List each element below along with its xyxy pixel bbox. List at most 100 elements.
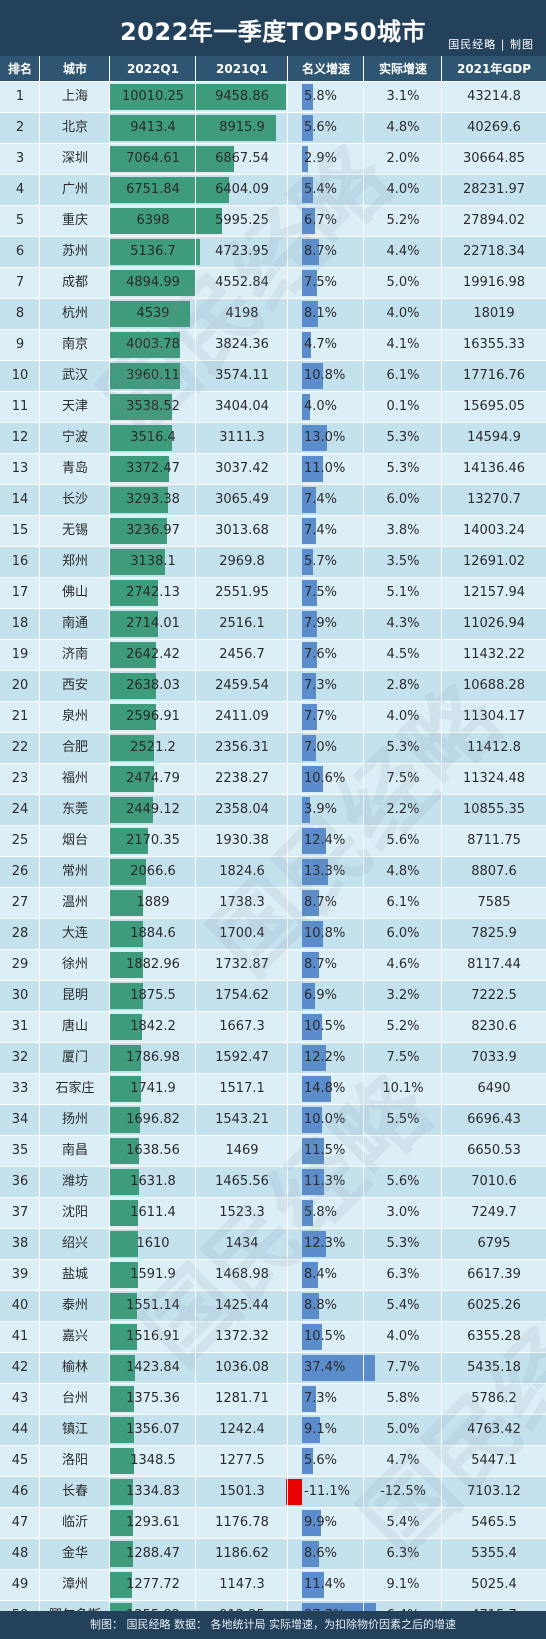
nominal-growth-bar bbox=[302, 177, 313, 203]
nominal-growth-cell: 10.0% bbox=[304, 1112, 346, 1127]
q1-2022-bar bbox=[110, 1386, 134, 1412]
table-row: 27 温州 1889 1738.3 8.7% 6.1% 7585 bbox=[0, 888, 546, 918]
nominal-growth-cell: 8.7% bbox=[304, 957, 338, 972]
q1-2021-cell: 3013.68 bbox=[215, 523, 269, 538]
table-row: 35 南昌 1638.56 1469 11.5% 6650.53 bbox=[0, 1136, 546, 1166]
gdp-2021-cell: 5025.4 bbox=[471, 1577, 517, 1592]
nominal-growth-bar bbox=[302, 673, 316, 699]
q1-2021-cell: 1434 bbox=[225, 1236, 259, 1251]
city-cell: 东莞 bbox=[61, 802, 88, 817]
nominal-growth-cell: 7.9% bbox=[304, 616, 338, 631]
nominal-growth-cell: 5.7% bbox=[304, 554, 338, 569]
row-divider bbox=[0, 1414, 546, 1415]
table-row: 1 上海 10010.25 9458.86 5.8% 3.1% 43214.8 bbox=[0, 82, 546, 112]
q1-2022-bar bbox=[110, 146, 234, 172]
rank-cell: 49 bbox=[11, 1577, 29, 1592]
gdp-2021-cell: 5447.1 bbox=[471, 1453, 517, 1468]
q1-2022-bar bbox=[110, 332, 180, 358]
column-divider bbox=[287, 56, 288, 1611]
real-growth-cell: 5.3% bbox=[386, 740, 420, 755]
nominal-growth-bar bbox=[302, 270, 317, 296]
row-divider bbox=[0, 887, 546, 888]
rank-cell: 6 bbox=[15, 244, 25, 259]
table-row: 24 东莞 2449.12 2358.04 3.9% 2.2% 10855.35 bbox=[0, 795, 546, 825]
q1-2021-cell: 1242.4 bbox=[219, 1422, 265, 1437]
row-divider bbox=[0, 1445, 546, 1446]
table-header: 排名 城市 2022Q1 2021Q1 名义增速 实际增速 2021年GDP bbox=[0, 56, 546, 82]
q1-2022-bar bbox=[110, 611, 158, 637]
nominal-growth-cell: 10.8% bbox=[304, 926, 346, 941]
nominal-growth-bar bbox=[302, 704, 317, 730]
q1-2022-bar bbox=[110, 673, 156, 699]
nominal-growth-bar bbox=[302, 766, 323, 792]
real-growth-cell: 5.3% bbox=[386, 430, 420, 445]
q1-2022-cell: 1882.96 bbox=[126, 957, 180, 972]
q1-2021-cell: 1036.08 bbox=[215, 1360, 269, 1375]
gdp-2021-cell: 16355.33 bbox=[462, 337, 526, 352]
gdp-2021-cell: 28231.97 bbox=[462, 182, 526, 197]
nominal-growth-cell: 7.5% bbox=[304, 275, 338, 290]
gdp-2021-cell: 7033.9 bbox=[471, 1050, 517, 1065]
q1-2022-bar bbox=[110, 1479, 133, 1505]
table-row: 9 南京 4003.78 3824.36 4.7% 4.1% 16355.33 bbox=[0, 330, 546, 360]
column-divider bbox=[39, 56, 40, 1611]
q1-2021-cell: 1176.78 bbox=[215, 1515, 269, 1530]
rank-cell: 45 bbox=[11, 1453, 29, 1468]
nominal-growth-bar bbox=[302, 394, 310, 420]
nominal-growth-bar bbox=[302, 1324, 322, 1350]
page-title: 2022年一季度TOP50城市 bbox=[119, 18, 427, 46]
column-header-real-growth: 实际增速 bbox=[378, 62, 427, 76]
nominal-growth-cell: 8.6% bbox=[304, 1546, 338, 1561]
q1-2021-cell: 1281.71 bbox=[215, 1391, 269, 1406]
q1-2022-cell: 6751.84 bbox=[126, 182, 180, 197]
rank-cell: 20 bbox=[11, 678, 29, 693]
row-divider bbox=[0, 1228, 546, 1229]
q1-2021-cell: 1425.44 bbox=[215, 1298, 269, 1313]
q1-2021-cell: 2969.8 bbox=[219, 554, 265, 569]
row-divider bbox=[0, 236, 546, 237]
gdp-2021-cell: 11026.94 bbox=[462, 616, 526, 631]
nominal-growth-cell: 5.8% bbox=[304, 89, 338, 104]
city-cell: 南昌 bbox=[61, 1143, 88, 1158]
column-header-q1-2022: 2022Q1 bbox=[127, 62, 179, 76]
gdp-2021-cell: 7249.7 bbox=[471, 1205, 517, 1220]
q1-2021-cell: 1186.62 bbox=[215, 1546, 269, 1561]
city-cell: 佛山 bbox=[61, 585, 88, 600]
rank-cell: 14 bbox=[11, 492, 29, 507]
nominal-growth-bar bbox=[302, 1510, 321, 1536]
q1-2022-bar bbox=[110, 890, 143, 916]
gdp-2021-cell: 4763.42 bbox=[467, 1422, 521, 1437]
table-row: 29 徐州 1882.96 1732.87 8.7% 4.6% 8117.44 bbox=[0, 950, 546, 980]
gdp-2021-cell: 7103.12 bbox=[467, 1484, 521, 1499]
q1-2021-cell: 3111.3 bbox=[219, 430, 265, 445]
nominal-growth-cell: 7.6% bbox=[304, 647, 338, 662]
nominal-growth-cell: 10.5% bbox=[304, 1019, 346, 1034]
nominal-growth-bar bbox=[302, 518, 316, 544]
rank-cell: 5 bbox=[15, 213, 25, 228]
q1-2022-bar bbox=[110, 363, 180, 389]
city-cell: 重庆 bbox=[61, 213, 88, 228]
row-divider bbox=[0, 1569, 546, 1570]
q1-2022-bar bbox=[110, 394, 172, 420]
footer-note: 制图： 国民经略 数据： 各地统计局 实际增速，为扣除物价因素之后的增速 bbox=[0, 1611, 546, 1639]
table-row: 36 潍坊 1631.8 1465.56 11.3% 5.6% 7010.6 bbox=[0, 1167, 546, 1197]
q1-2022-cell: 4539 bbox=[136, 306, 170, 321]
table-row: 45 洛阳 1348.5 1277.5 5.6% 4.7% 5447.1 bbox=[0, 1446, 546, 1476]
row-divider bbox=[0, 205, 546, 206]
nominal-growth-bar bbox=[302, 1076, 331, 1102]
gdp-2021-cell: 13270.7 bbox=[467, 492, 521, 507]
row-divider bbox=[0, 825, 546, 826]
q1-2022-bar bbox=[110, 1448, 134, 1474]
q1-2021-cell: 1543.21 bbox=[215, 1112, 269, 1127]
table-row: 8 杭州 4539 4198 8.1% 4.0% 18019 bbox=[0, 299, 546, 329]
q1-2021-cell: 8915.9 bbox=[219, 120, 265, 135]
q1-2021-cell: 4552.84 bbox=[215, 275, 269, 290]
real-growth-cell: 5.3% bbox=[386, 461, 420, 476]
gdp-2021-cell: 8711.75 bbox=[467, 833, 521, 848]
column-divider bbox=[441, 56, 442, 1611]
row-divider bbox=[0, 949, 546, 950]
city-cell: 临沂 bbox=[61, 1515, 88, 1530]
table-row: 18 南通 2714.01 2516.1 7.9% 4.3% 11026.94 bbox=[0, 609, 546, 639]
row-divider bbox=[0, 1073, 546, 1074]
gdp-2021-cell: 5355.4 bbox=[471, 1546, 517, 1561]
